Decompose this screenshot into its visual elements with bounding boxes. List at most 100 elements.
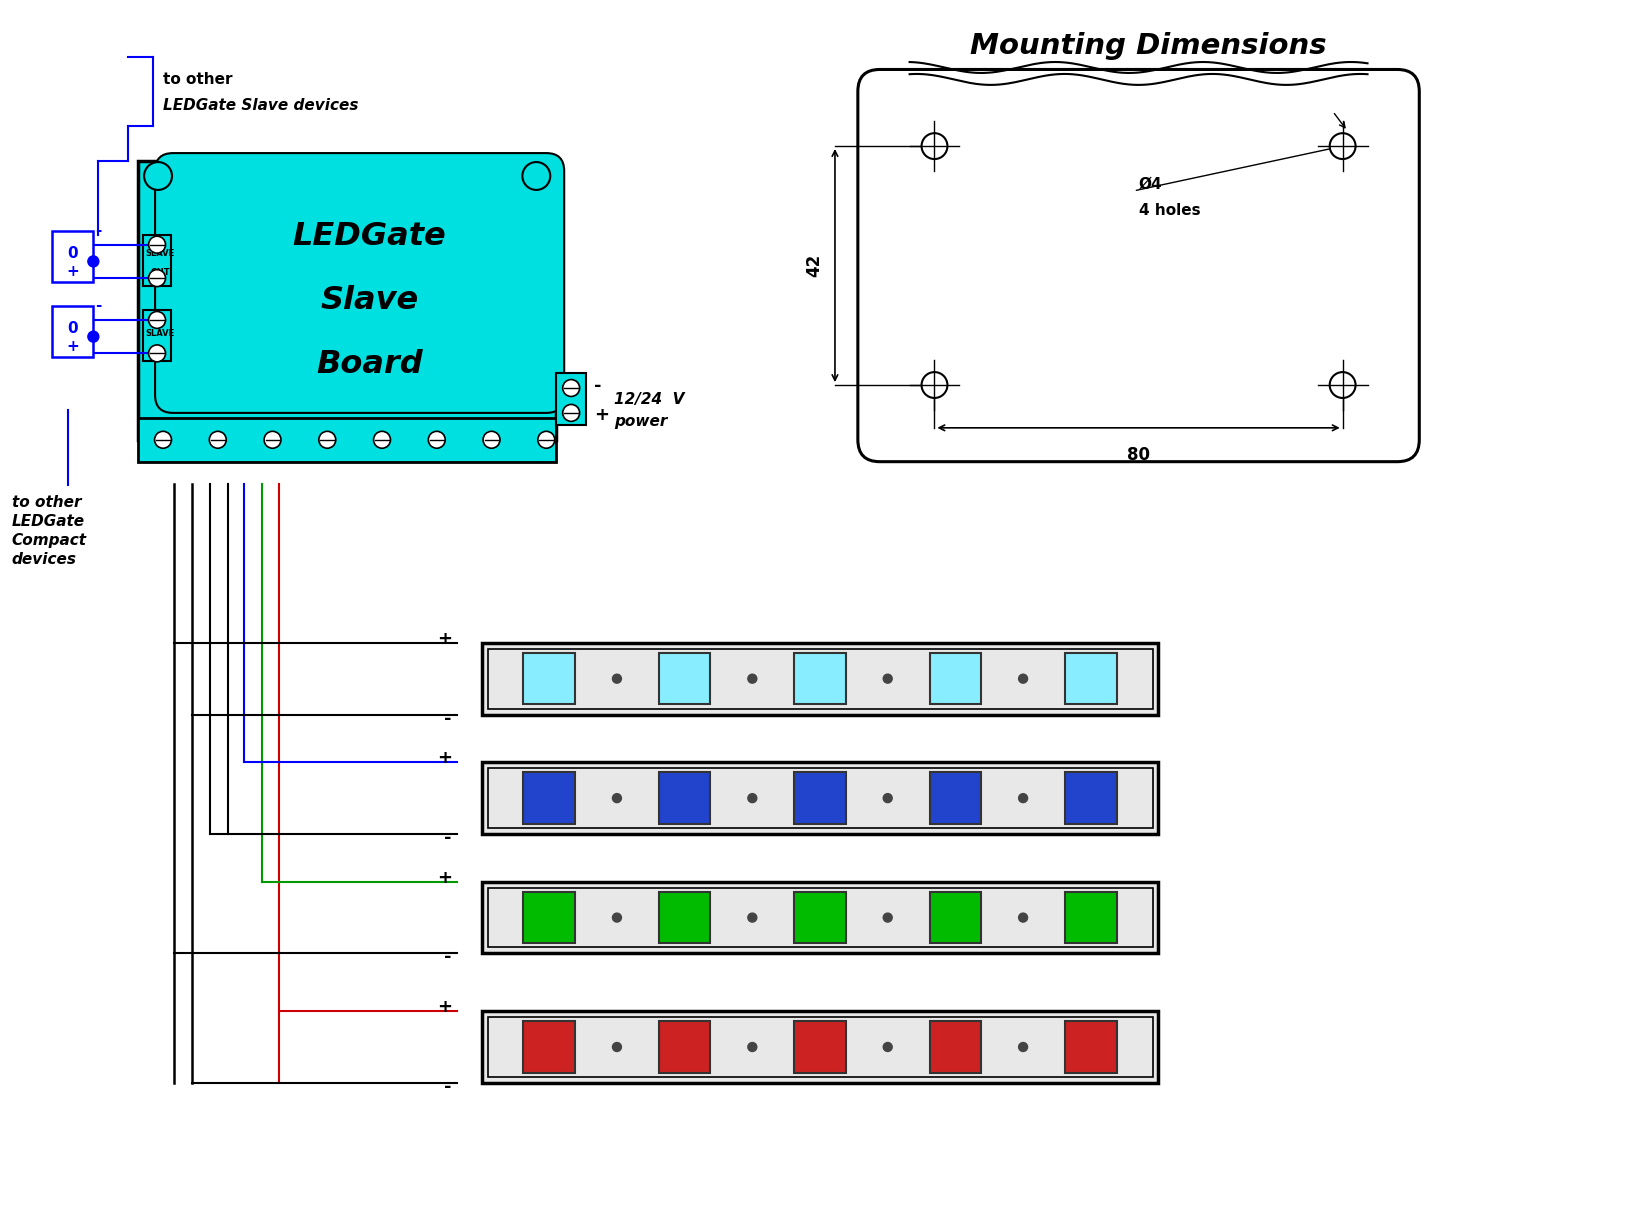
Bar: [139, 161, 556, 440]
Circle shape: [922, 133, 947, 158]
Bar: [482, 1012, 1158, 1082]
Text: 0: 0: [68, 321, 78, 336]
Text: -: -: [96, 223, 102, 238]
Bar: [482, 762, 1158, 834]
Circle shape: [144, 162, 172, 190]
Circle shape: [612, 913, 622, 922]
Bar: [658, 653, 711, 705]
Circle shape: [883, 913, 893, 922]
Text: Mounting Dimensions: Mounting Dimensions: [970, 32, 1327, 60]
Text: OUT: OUT: [150, 268, 170, 277]
Circle shape: [538, 432, 554, 449]
Bar: [929, 1022, 982, 1073]
Circle shape: [612, 674, 622, 683]
Circle shape: [264, 432, 280, 449]
Text: +: +: [437, 869, 452, 886]
Text: +: +: [66, 263, 79, 279]
Circle shape: [1018, 1042, 1028, 1052]
Circle shape: [922, 372, 947, 397]
Circle shape: [483, 432, 500, 449]
Circle shape: [563, 405, 579, 422]
Circle shape: [747, 674, 757, 683]
Circle shape: [612, 1042, 622, 1052]
Text: LEDGate Slave devices: LEDGate Slave devices: [163, 98, 358, 113]
Circle shape: [1018, 794, 1028, 802]
Circle shape: [523, 162, 549, 190]
Circle shape: [429, 432, 446, 449]
Text: -: -: [444, 1078, 452, 1096]
Text: +: +: [66, 339, 79, 354]
Circle shape: [747, 794, 757, 802]
Bar: [51, 306, 94, 357]
Text: -: -: [96, 299, 102, 313]
Circle shape: [155, 432, 172, 449]
Bar: [794, 1022, 846, 1073]
Bar: [523, 1022, 576, 1073]
Text: IN: IN: [155, 349, 165, 358]
Circle shape: [612, 794, 622, 802]
Text: SLAVE: SLAVE: [145, 249, 175, 257]
Circle shape: [87, 256, 99, 267]
Circle shape: [563, 379, 579, 396]
Circle shape: [883, 674, 893, 683]
Text: 4 holes: 4 holes: [1138, 204, 1200, 218]
Circle shape: [148, 269, 165, 286]
Text: Ø4: Ø4: [1138, 177, 1162, 191]
Text: -: -: [444, 829, 452, 847]
Circle shape: [148, 312, 165, 328]
Circle shape: [1330, 133, 1356, 158]
Bar: [523, 773, 576, 824]
Bar: [1064, 773, 1117, 824]
Circle shape: [747, 1042, 757, 1052]
FancyBboxPatch shape: [155, 154, 564, 413]
Text: 12/24  V: 12/24 V: [614, 393, 685, 407]
Circle shape: [87, 332, 99, 343]
Bar: [1064, 892, 1117, 944]
Circle shape: [1330, 372, 1356, 397]
Text: -: -: [444, 948, 452, 967]
Text: -: -: [594, 377, 602, 395]
Bar: [523, 892, 576, 944]
Text: 80: 80: [1127, 446, 1150, 463]
Circle shape: [148, 345, 165, 362]
Bar: [487, 1017, 1152, 1076]
Text: SLAVE: SLAVE: [145, 329, 175, 339]
Text: +: +: [594, 406, 609, 424]
Bar: [929, 892, 982, 944]
Text: -: -: [444, 709, 452, 728]
Text: 42: 42: [805, 254, 823, 277]
Bar: [794, 892, 846, 944]
Bar: [51, 230, 94, 282]
Circle shape: [148, 236, 165, 254]
Text: to other
LEDGate
Compact
devices: to other LEDGate Compact devices: [12, 495, 87, 567]
Text: 0: 0: [68, 246, 78, 261]
Bar: [144, 310, 172, 361]
Circle shape: [1018, 913, 1028, 922]
Text: power: power: [614, 414, 667, 429]
Circle shape: [883, 1042, 893, 1052]
Text: LEDGate: LEDGate: [292, 221, 447, 252]
Circle shape: [210, 432, 226, 449]
Bar: [1064, 1022, 1117, 1073]
Text: Board: Board: [317, 349, 422, 380]
Bar: [144, 235, 172, 286]
Bar: [1064, 653, 1117, 705]
Text: +: +: [437, 998, 452, 1017]
Bar: [482, 642, 1158, 714]
Circle shape: [373, 432, 391, 449]
Circle shape: [1018, 674, 1028, 683]
Bar: [929, 653, 982, 705]
Text: Slave: Slave: [320, 285, 419, 316]
Bar: [482, 881, 1158, 953]
Text: to other: to other: [163, 72, 233, 87]
Circle shape: [747, 913, 757, 922]
Bar: [794, 773, 846, 824]
Bar: [487, 649, 1152, 708]
Bar: [487, 768, 1152, 828]
Text: +: +: [437, 630, 452, 647]
Text: +: +: [437, 750, 452, 767]
Bar: [794, 653, 846, 705]
Bar: [929, 773, 982, 824]
Bar: [523, 653, 576, 705]
Bar: [658, 773, 711, 824]
